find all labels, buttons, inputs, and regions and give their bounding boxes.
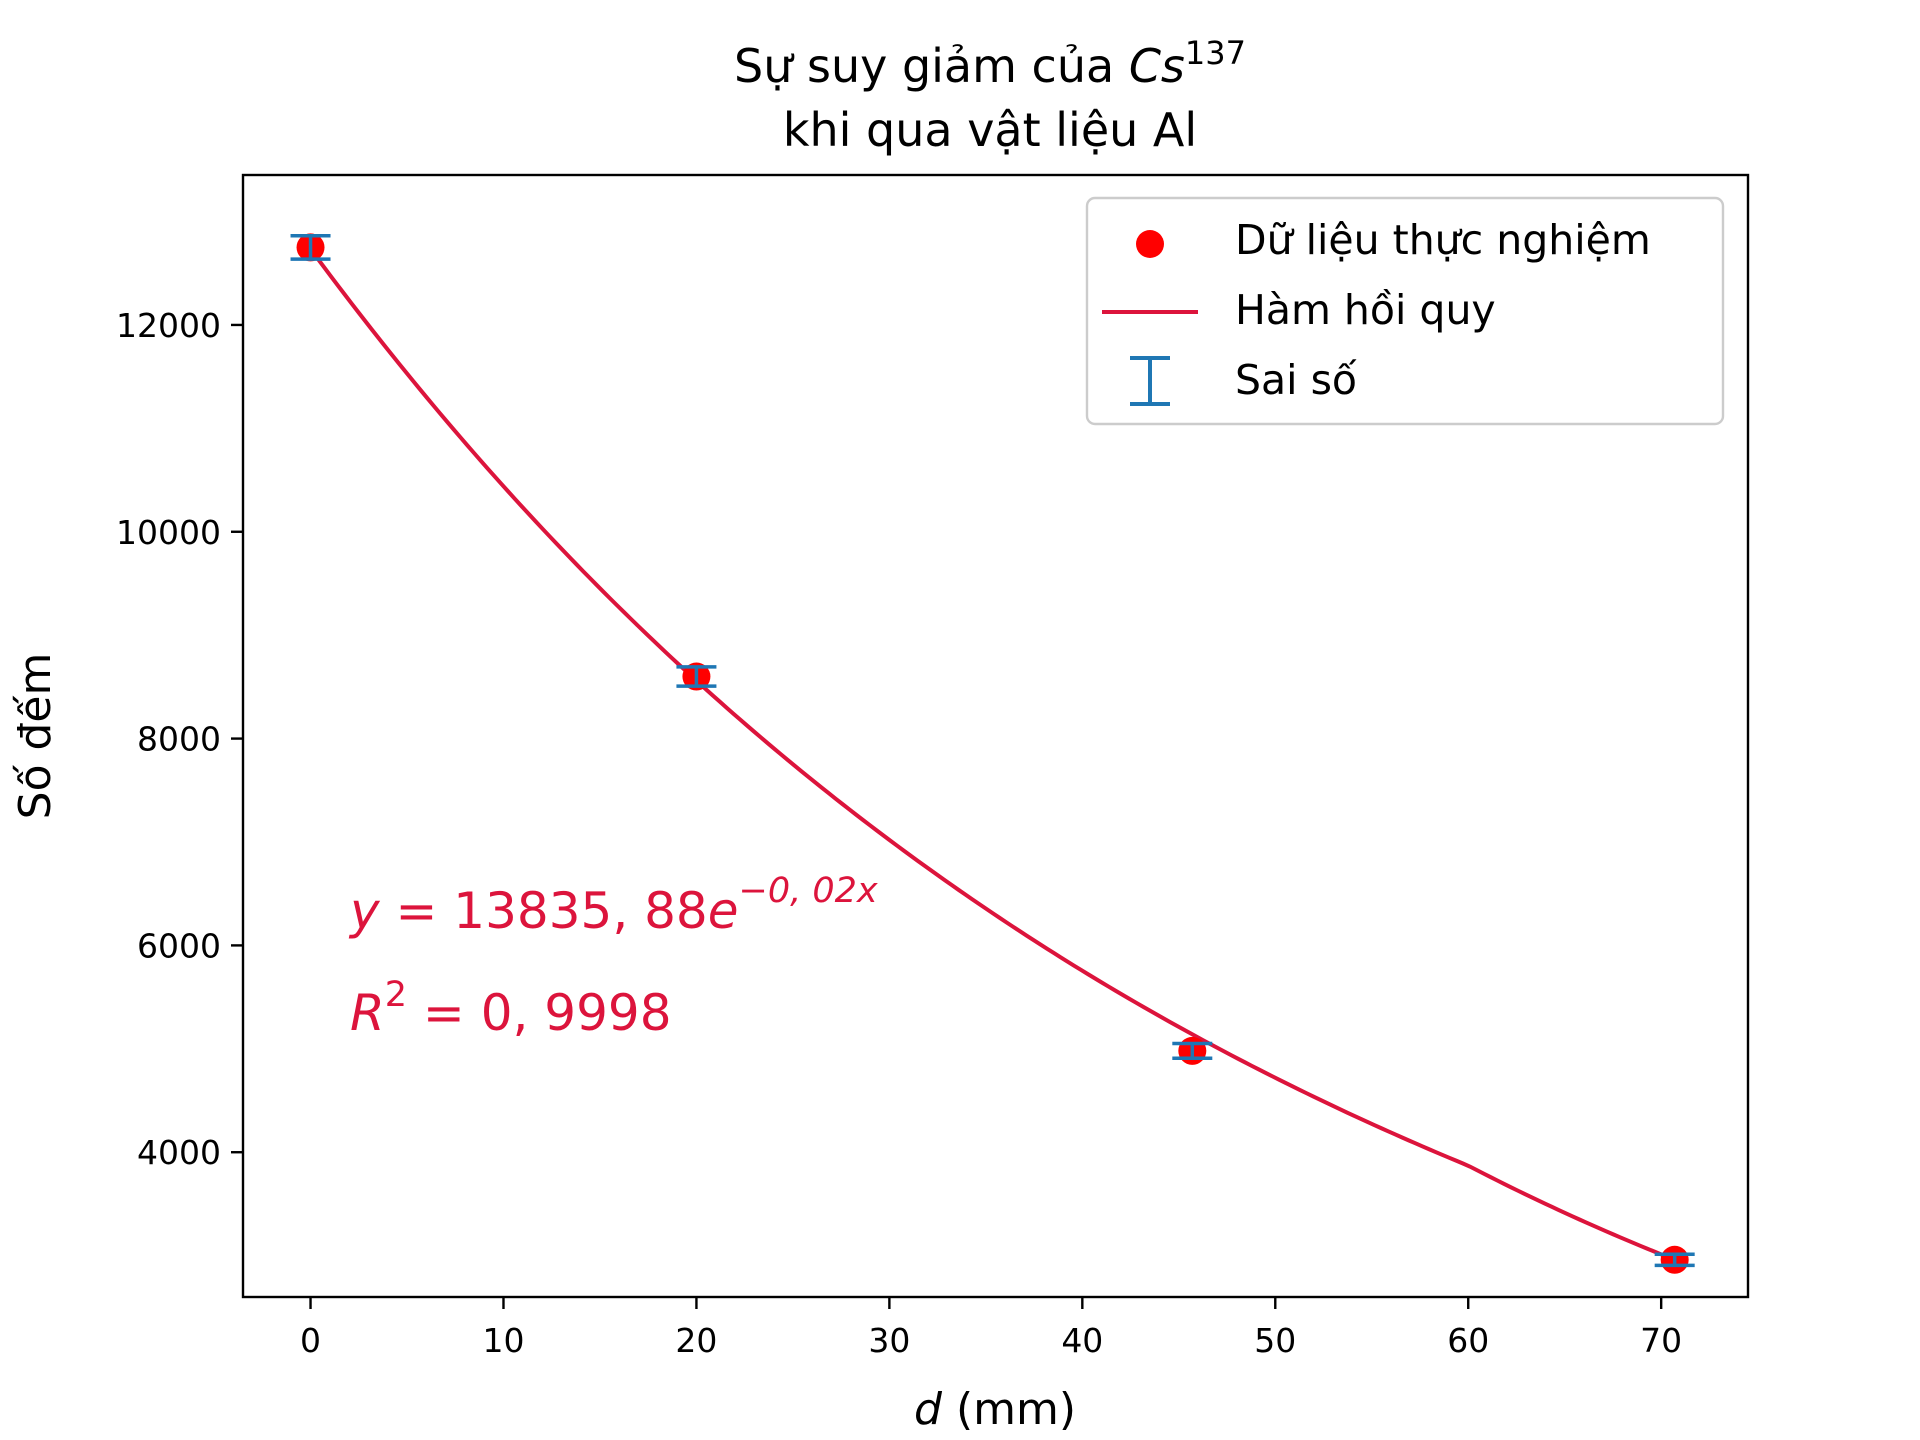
legend-marker-errorbar	[1130, 356, 1170, 406]
x-tick-label: 0	[300, 1321, 321, 1360]
error-bar	[1172, 1041, 1213, 1060]
y-axis-label: Số đếm	[10, 653, 61, 820]
x-tick-label: 30	[868, 1321, 910, 1360]
x-tick-label: 70	[1640, 1321, 1682, 1360]
regression-equation: y = 13835, 88e−0, 02x	[348, 871, 878, 940]
legend-label-data: Dữ liệu thực nghiệm	[1235, 216, 1651, 264]
error-bar	[676, 665, 717, 688]
y-tick-label: 4000	[137, 1133, 221, 1172]
error-bar	[290, 233, 331, 261]
y-tick-label: 10000	[116, 513, 221, 552]
y-tick-label: 8000	[137, 720, 221, 759]
x-tick-label: 50	[1254, 1321, 1296, 1360]
error-bar-layer	[290, 233, 1695, 1268]
chart-title-line2: khi qua vật liệu Al	[783, 103, 1197, 157]
x-tick-label: 10	[482, 1321, 524, 1360]
x-axis-ticks: 0 10 20 30 40 50 60 70	[300, 1297, 1682, 1360]
legend-marker-scatter	[1136, 230, 1164, 258]
legend-label-fit: Hàm hồi quy	[1235, 286, 1496, 334]
legend-box	[1085, 196, 1725, 426]
y-axis-ticks: 4000 6000 8000 10000 12000	[116, 306, 243, 1172]
x-tick-label: 40	[1061, 1321, 1103, 1360]
legend-label-error: Sai số	[1235, 356, 1357, 404]
error-bar	[1654, 1252, 1695, 1268]
legend: Dữ liệu thực nghiệm Hàm hồi quy Sai số	[1085, 196, 1725, 426]
r-squared-label: R2 = 0, 9998	[350, 975, 672, 1042]
y-tick-label: 12000	[116, 306, 221, 345]
x-axis-label: d (mm)	[914, 1384, 1076, 1435]
x-tick-label: 60	[1447, 1321, 1489, 1360]
x-tick-label: 20	[675, 1321, 717, 1360]
regression-curve	[308, 247, 1676, 1262]
regression-curve-layer	[308, 247, 1676, 1262]
plot-frame	[241, 173, 1750, 1299]
chart-title-line1: Sự suy giảm của Cs137	[734, 34, 1246, 93]
y-tick-label: 6000	[137, 926, 221, 965]
